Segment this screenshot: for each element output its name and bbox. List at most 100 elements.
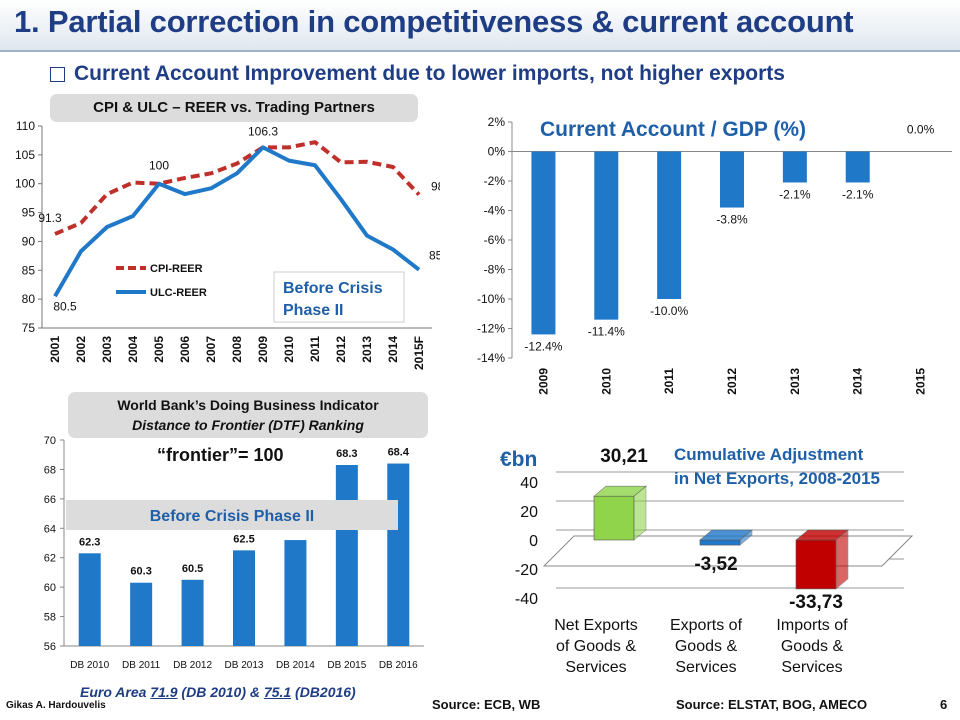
x-category-label: Imports of: [776, 617, 848, 634]
x-tick-label: 2012: [725, 368, 739, 395]
x-tick-label: 2011: [662, 368, 676, 394]
x-tick-label: DB 2014: [276, 660, 315, 671]
chart-title: Current Account / GDP (%): [540, 118, 806, 141]
data-label: 91.3: [38, 211, 62, 225]
bar: [720, 151, 744, 208]
y-tick-label: 62: [44, 553, 56, 565]
x-tick-label: 2010: [282, 336, 296, 363]
y-tick-label: 2%: [488, 115, 506, 129]
y-tick-label: 95: [22, 206, 36, 220]
source-left: Source: ECB, WB: [432, 697, 541, 712]
bar-value-label: -2.1%: [842, 187, 874, 201]
x-tick-label: 2002: [74, 336, 88, 363]
bar-front: [795, 539, 837, 590]
page-title: 1. Partial correction in competitiveness…: [14, 4, 854, 39]
y-tick-label: 60: [44, 582, 56, 594]
x-tick-label: 2015: [914, 368, 928, 395]
bar-value-label: 60.3: [130, 566, 151, 578]
bar-value-label: -12.4%: [524, 339, 562, 353]
bar: [594, 151, 619, 320]
x-category-label: Services: [781, 659, 842, 676]
x-category-label: Goods &: [781, 638, 844, 655]
footnote-prefix: Euro Area: [80, 684, 151, 700]
y-tick-label: 40: [520, 475, 538, 492]
y-tick-label: -4%: [484, 204, 506, 218]
footnote-value-2016: 75.1: [263, 684, 292, 700]
bar-value-label: 30,21: [600, 446, 648, 467]
page-subtitle: Current Account Improvement due to lower…: [74, 62, 785, 85]
bar-value-label: -3,52: [694, 554, 737, 575]
reer-line-chart: 75 80 85 90 95 100 105 110 2001 2002 2003 2004 2005 2…: [15, 119, 440, 370]
x-tick-label: 2006: [178, 336, 192, 363]
chart-title-line-2: in Net Exports, 2008-2015: [674, 469, 880, 488]
y-tick-label: -10%: [477, 292, 505, 306]
x-tick-label: 2008: [230, 336, 244, 363]
annotation-line-1: Before Crisis: [283, 280, 383, 297]
y-unit-label: €bn: [500, 448, 537, 471]
reer-title-box: [50, 94, 418, 122]
x-tick-label: 2011: [308, 336, 322, 362]
data-label: 100: [149, 159, 169, 173]
bar: [284, 540, 307, 646]
x-tick-label: DB 2016: [379, 660, 418, 671]
footer-author: Gikas A. Hardouvelis: [6, 700, 106, 711]
y-tick-label: 100: [15, 177, 35, 191]
bar-value-label: 68.3: [336, 448, 357, 460]
y-tick-label: 85: [22, 263, 36, 277]
x-tick-label: 2014: [386, 336, 400, 363]
net-exports-bar-chart: 40 20 0 -20 -40 €bn Cumulative Adjustment in Ne…: [500, 445, 914, 676]
y-tick-label: 56: [44, 641, 56, 653]
bar: [181, 579, 204, 646]
x-tick-label: DB 2013: [225, 660, 264, 671]
x-category-label: Exports of: [670, 617, 743, 634]
x-category-label: Goods &: [675, 638, 738, 655]
current-account-bar-chart: 2% 0% -2% -4% -6% -8% -10% -12% -14% Current Acco…: [477, 115, 952, 395]
x-tick-label: 2005: [152, 336, 166, 363]
y-tick-label: 58: [44, 612, 56, 624]
x-tick-label: 2013: [360, 336, 374, 363]
doing-business-title-box: [68, 392, 428, 438]
doing-business-bar-chart: 56 58 60 62 64 66 68 70 62.3 DB 2010 60.3 DB 2011 60…: [44, 435, 424, 671]
x-tick-label: 2001: [48, 336, 62, 363]
x-tick-label: 2013: [788, 368, 802, 395]
bar-value-label: -10.0%: [650, 304, 688, 318]
euro-area-footnote: Euro Area 71.9 (DB 2010) & 75.1 (DB2016): [80, 684, 356, 700]
x-tick-label: DB 2011: [122, 660, 161, 671]
y-tick-label: 20: [520, 504, 538, 521]
footnote-value-2010: 71.9: [150, 684, 178, 700]
x-category-label: Services: [565, 659, 626, 676]
x-tick-label: 2010: [599, 368, 613, 395]
source-right: Source: ELSTAT, BOG, AMECO: [676, 697, 868, 712]
bar: [335, 465, 358, 646]
bar: [657, 151, 682, 299]
y-tick-label: 0%: [488, 145, 506, 159]
y-tick-label: -12%: [477, 322, 505, 336]
bar-front: [593, 495, 635, 541]
x-tick-label: DB 2010: [70, 660, 109, 671]
series-line-cpi-reer: [54, 140, 421, 236]
doing-business-subtitle: Distance to Frontier (DTF) Ranking: [132, 417, 364, 433]
x-category-label: Services: [675, 659, 736, 676]
bullet-checkbox-icon: [50, 67, 65, 82]
annotation-box: [66, 500, 398, 530]
reer-chart-title: CPI & ULC – REER vs. Trading Partners: [93, 99, 375, 116]
y-tick-label: -20: [515, 562, 538, 579]
x-tick-label: 2004: [126, 336, 140, 363]
y-tick-label: 70: [44, 435, 56, 447]
y-tick-label: -14%: [477, 351, 505, 365]
x-tick-label: 2015F: [412, 336, 426, 370]
y-tick-label: 66: [44, 494, 56, 506]
y-tick-label: 64: [44, 523, 56, 535]
bar-value-label: -3.8%: [716, 213, 748, 227]
y-tick-label: -40: [515, 591, 538, 608]
y-tick-label: 0: [529, 533, 538, 550]
bar-front: [699, 539, 741, 546]
bar: [130, 582, 153, 646]
bar-side: [835, 529, 849, 590]
y-tick-label: -2%: [484, 174, 506, 188]
y-tick-label: 68: [44, 464, 56, 476]
y-tick-label: 80: [22, 292, 36, 306]
x-tick-label: 2003: [100, 336, 114, 363]
bar: [387, 463, 410, 646]
bar: [845, 151, 870, 183]
